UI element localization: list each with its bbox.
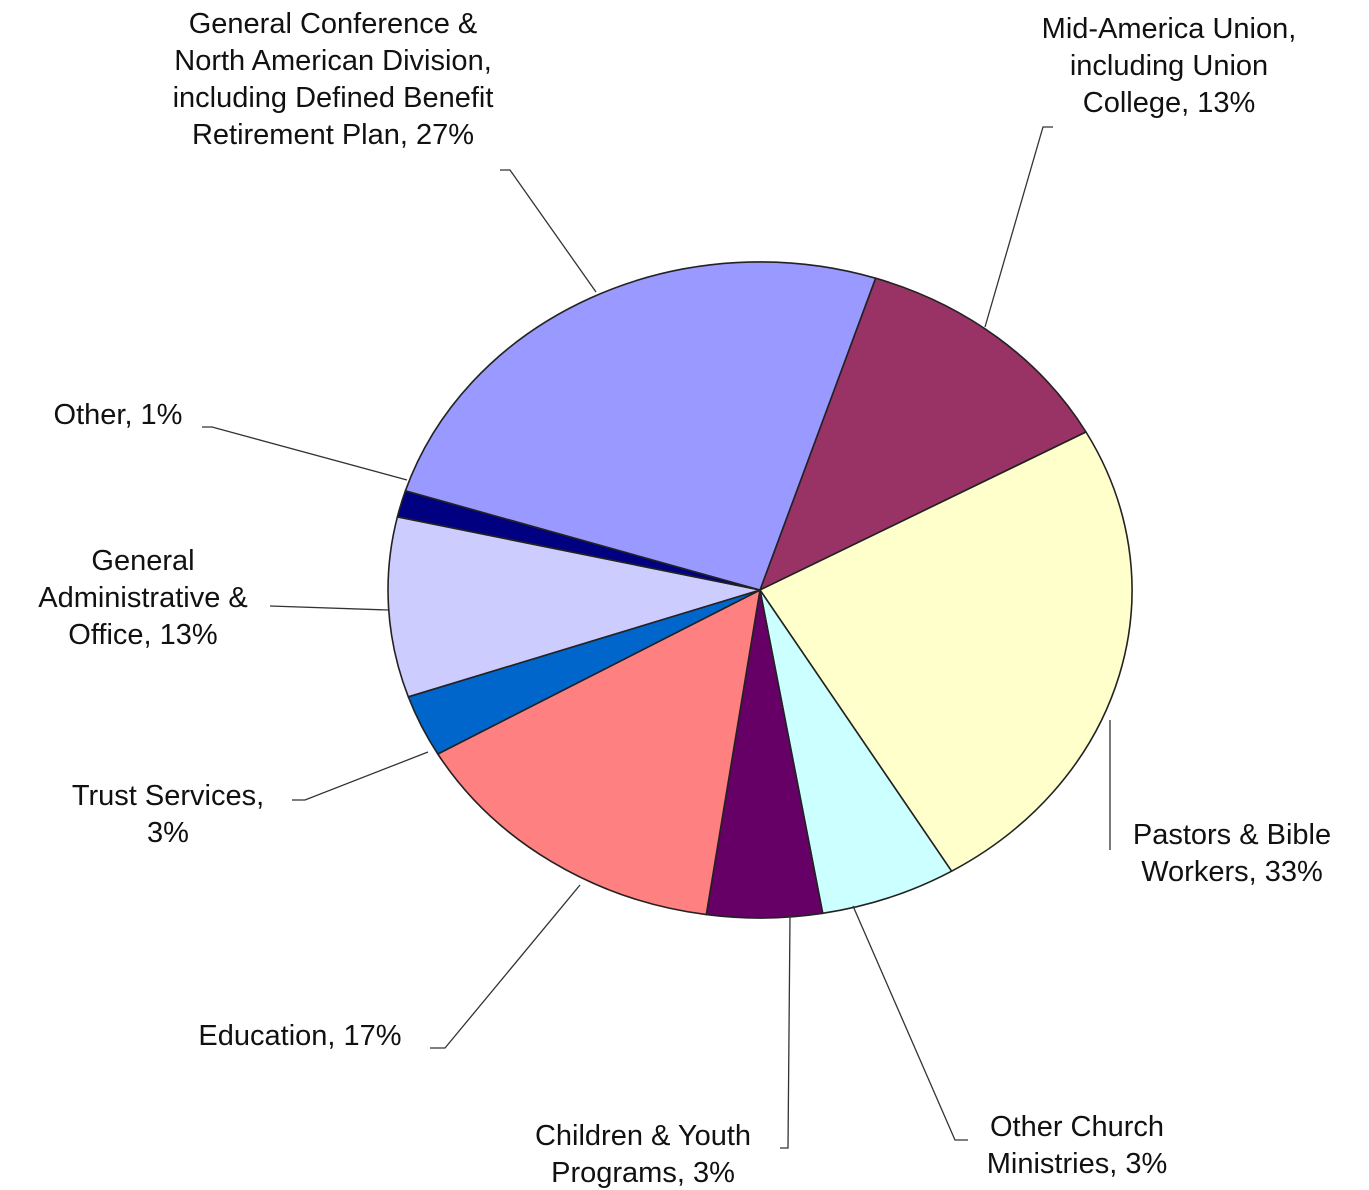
leader-line-7 (269, 605, 389, 611)
slice-label-line: General Conference & (189, 8, 478, 40)
leader-line-1 (984, 126, 1053, 328)
slice-label-line: General (91, 545, 194, 577)
slice-label-1: Mid-America Union, including Union College… (1042, 13, 1297, 119)
slice-label-line: Education, 17% (198, 1020, 401, 1052)
leader-lines (202, 126, 1111, 1149)
slice-label-6: Trust Services, 3% (72, 780, 264, 849)
slice-labels: Mid-America Union, including Union College… (38, 8, 1331, 1189)
slice-label-7: General Administrative & Office, 13% (38, 545, 248, 651)
leader-line-5 (430, 884, 581, 1049)
slice-label-line: Programs, 3% (551, 1157, 735, 1189)
pie-slice-2 (759, 431, 1133, 872)
slice-label-line: Other, 1% (54, 399, 183, 431)
slice-label-line: Ministries, 3% (987, 1148, 1168, 1180)
slice-label-4: Children & Youth Programs, 3% (535, 1120, 751, 1189)
slice-label-line: Administrative & (38, 582, 248, 614)
slice-label-line: Other Church (990, 1111, 1164, 1143)
pie-slice-5 (437, 589, 761, 916)
pie-slice-7 (387, 516, 761, 698)
leader-line-3 (852, 905, 968, 1141)
pie-slices (387, 261, 1133, 919)
leader-line-8 (202, 426, 408, 481)
slice-label-8: Other, 1% (54, 399, 183, 431)
slice-label-line: Trust Services, (72, 780, 264, 812)
slice-label-line: Retirement Plan, 27% (192, 119, 474, 151)
leader-line-4 (780, 915, 791, 1149)
pie-slice-3 (759, 589, 953, 915)
leader-line-6 (292, 751, 429, 801)
slice-label-line: Pastors & Bible (1133, 819, 1331, 851)
slice-label-line: 3% (147, 817, 189, 849)
slice-label-line: Office, 13% (68, 619, 217, 651)
slice-label-line: Workers, 33% (1141, 856, 1323, 888)
slice-label-line: Mid-America Union, (1042, 13, 1297, 45)
pie-slice-1 (759, 277, 1087, 591)
slice-label-9: General Conference & North American Divis… (173, 8, 494, 151)
leader-line-9 (500, 169, 597, 293)
pie-slice-9 (404, 261, 877, 591)
slice-label-2: Pastors & Bible Workers, 33% (1133, 819, 1331, 888)
slice-label-3: Other Church Ministries, 3% (987, 1111, 1168, 1180)
slice-label-line: Children & Youth (535, 1120, 751, 1152)
slice-label-line: including Union (1070, 50, 1268, 82)
slice-label-5: Education, 17% (198, 1020, 401, 1052)
slice-label-line: North American Division, (174, 45, 492, 77)
slice-label-line: including Defined Benefit (173, 82, 494, 114)
slice-label-line: College, 13% (1083, 87, 1256, 119)
